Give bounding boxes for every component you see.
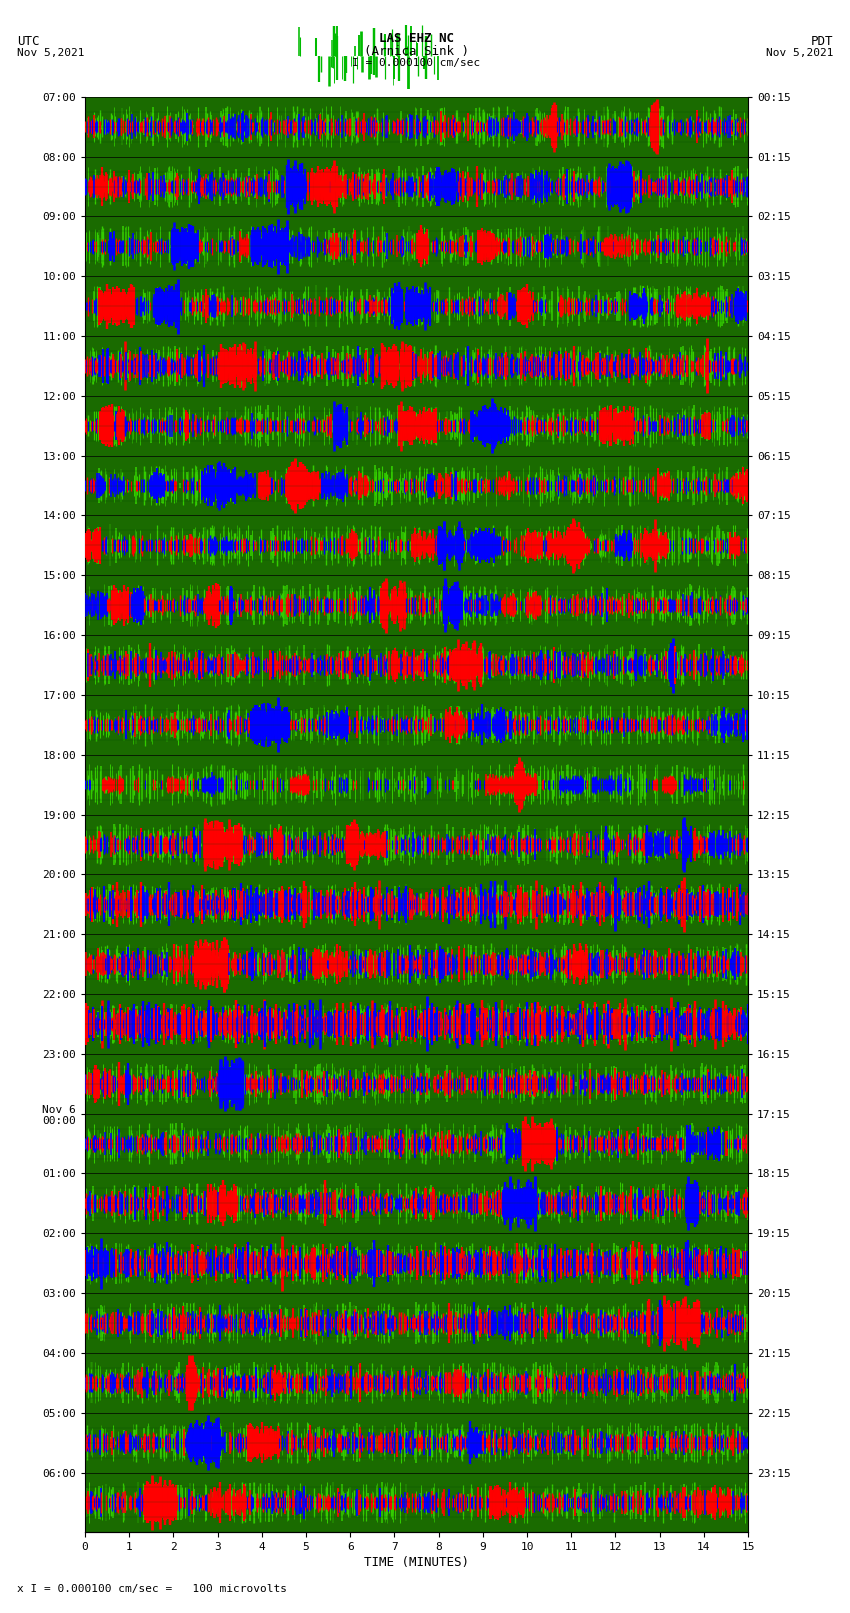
X-axis label: TIME (MINUTES): TIME (MINUTES) <box>364 1557 469 1569</box>
Text: I = 0.000100 cm/sec: I = 0.000100 cm/sec <box>353 58 480 68</box>
Text: x I = 0.000100 cm/sec =   100 microvolts: x I = 0.000100 cm/sec = 100 microvolts <box>17 1584 287 1594</box>
Text: Nov 5,2021: Nov 5,2021 <box>17 48 84 58</box>
Text: (Arnica Sink ): (Arnica Sink ) <box>364 45 469 58</box>
Text: UTC: UTC <box>17 35 39 48</box>
Text: PDT: PDT <box>811 35 833 48</box>
Text: LAS EHZ NC: LAS EHZ NC <box>379 32 454 45</box>
Text: Nov 5,2021: Nov 5,2021 <box>766 48 833 58</box>
